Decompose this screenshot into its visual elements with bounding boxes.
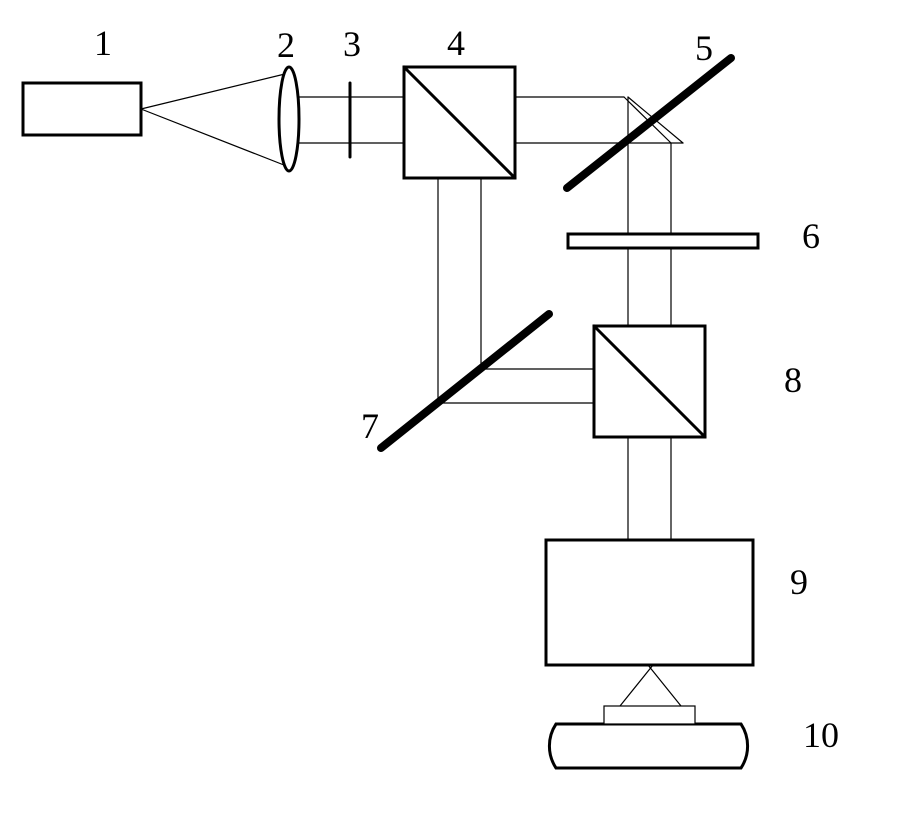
label-1: 1 [94, 23, 112, 63]
label-5: 5 [695, 28, 713, 68]
label-6: 6 [802, 216, 820, 256]
compensator-plate [568, 234, 758, 248]
collimating-lens [279, 67, 299, 171]
label-3: 3 [343, 24, 361, 64]
source-box [23, 83, 141, 135]
sample-stage [549, 724, 747, 768]
label-10: 10 [803, 715, 839, 755]
label-7: 7 [361, 406, 379, 446]
label-8: 8 [784, 360, 802, 400]
ray [620, 665, 653, 706]
optical-components [23, 58, 758, 768]
ray [648, 665, 681, 706]
mirror-bottom-left [381, 314, 549, 448]
ray [141, 73, 289, 109]
label-4: 4 [447, 23, 465, 63]
label-2: 2 [277, 25, 295, 65]
objective-box [546, 540, 753, 665]
sample-slide [604, 706, 695, 724]
ray [141, 109, 289, 167]
mirror-top-right [567, 58, 731, 188]
label-9: 9 [790, 562, 808, 602]
